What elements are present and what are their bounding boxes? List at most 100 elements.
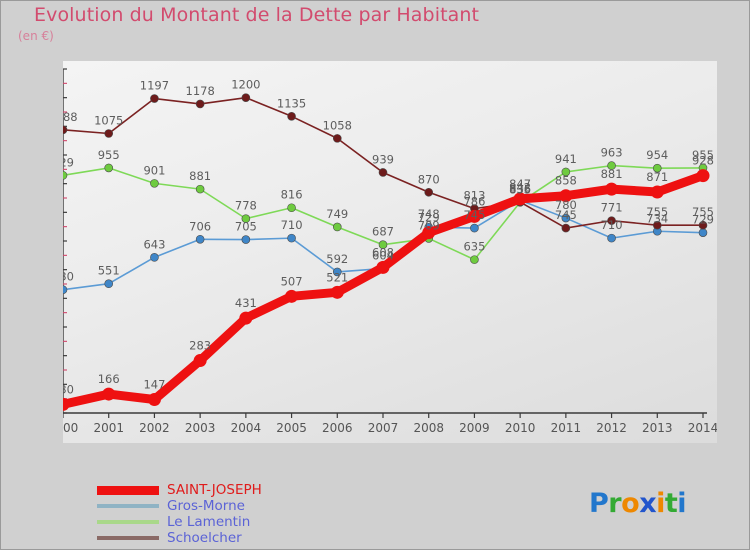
data-label: 955	[98, 148, 120, 162]
data-label: 1178	[186, 84, 215, 98]
data-point[interactable]	[104, 163, 114, 173]
data-label: 847	[509, 177, 531, 191]
data-label: 941	[555, 152, 577, 166]
legend-item[interactable]: Gros-Morne	[97, 498, 262, 514]
data-point[interactable]	[696, 169, 710, 183]
data-point[interactable]	[241, 93, 251, 102]
x-axis-label: 2009	[459, 421, 490, 435]
data-label: 521	[326, 270, 348, 284]
data-point[interactable]	[470, 223, 479, 233]
data-point[interactable]	[195, 99, 205, 109]
data-label: 1135	[277, 96, 306, 110]
legend-item[interactable]: Schoelcher	[97, 530, 262, 546]
data-point[interactable]	[63, 397, 70, 411]
data-label: 870	[418, 172, 440, 186]
chart-legend: SAINT-JOSEPH Gros-Morne Le Lamentin Schoelc…	[97, 482, 262, 546]
data-label: 729	[692, 213, 714, 227]
data-label: 635	[463, 240, 485, 254]
data-label: 842	[509, 180, 531, 194]
x-axis-label: 2005	[276, 421, 307, 435]
data-point[interactable]	[150, 94, 159, 103]
data-point[interactable]	[332, 222, 342, 232]
data-point[interactable]	[378, 168, 388, 177]
data-label: 816	[281, 188, 303, 202]
data-label: 710	[281, 218, 303, 232]
data-point[interactable]	[102, 387, 116, 401]
data-point[interactable]	[63, 125, 68, 135]
data-point[interactable]	[698, 228, 708, 237]
data-point[interactable]	[63, 171, 68, 180]
legend-label: Gros-Morne	[167, 498, 245, 514]
line-chart: 1002003004005006007008009001000110012001…	[63, 68, 717, 435]
data-point[interactable]	[561, 223, 571, 233]
data-point[interactable]	[607, 233, 616, 243]
series-labels: 929 955 901 881 778 816 749 687 709 635 835 941 963 9…	[63, 146, 714, 254]
legend-swatch	[97, 485, 159, 495]
data-point[interactable]	[104, 129, 114, 138]
data-point[interactable]	[285, 289, 299, 303]
data-label: 608	[372, 245, 394, 259]
legend-item[interactable]: SAINT-JOSEPH	[97, 482, 262, 498]
x-axis-label: 2011	[551, 421, 582, 435]
logo-letter: t	[664, 488, 678, 519]
data-point[interactable]	[241, 235, 251, 244]
data-point[interactable]	[559, 189, 573, 203]
data-point[interactable]	[376, 260, 390, 274]
data-point[interactable]	[287, 203, 296, 213]
data-label: 283	[189, 339, 211, 353]
data-point[interactable]	[150, 253, 159, 262]
data-point[interactable]	[193, 354, 207, 368]
data-point[interactable]	[652, 220, 662, 230]
data-point[interactable]	[150, 179, 159, 188]
data-point[interactable]	[195, 234, 205, 244]
logo-letter: i	[656, 488, 665, 519]
data-point[interactable]	[424, 187, 434, 197]
data-point[interactable]	[332, 267, 342, 277]
data-label: 1197	[140, 79, 169, 93]
data-label: 813	[463, 189, 485, 203]
data-point[interactable]	[467, 209, 481, 223]
legend-swatch	[97, 536, 159, 540]
data-label: 745	[463, 208, 485, 222]
data-label: 734	[646, 211, 668, 225]
data-point[interactable]	[332, 134, 342, 143]
data-point[interactable]	[330, 285, 344, 299]
data-point[interactable]	[652, 163, 662, 173]
logo-letter: o	[621, 488, 640, 519]
data-label: 771	[601, 201, 623, 215]
data-point[interactable]	[63, 285, 68, 295]
data-label: 755	[692, 205, 714, 219]
data-point[interactable]	[241, 214, 251, 223]
data-label: 963	[601, 146, 623, 160]
data-label: 705	[235, 220, 257, 234]
data-point[interactable]	[287, 111, 296, 121]
data-point[interactable]	[104, 279, 114, 289]
data-point[interactable]	[422, 226, 436, 240]
legend-item[interactable]: Le Lamentin	[97, 514, 262, 530]
data-point[interactable]	[607, 161, 616, 170]
x-axis-label: 2006	[322, 421, 353, 435]
data-label: 507	[281, 274, 303, 288]
data-label: 745	[555, 208, 577, 222]
data-point[interactable]	[378, 240, 388, 250]
data-label: 147	[143, 378, 165, 392]
data-point[interactable]	[470, 255, 479, 264]
data-point[interactable]	[513, 192, 527, 206]
data-point[interactable]	[607, 216, 616, 225]
data-label: 954	[646, 148, 668, 162]
data-point[interactable]	[605, 182, 619, 196]
data-point[interactable]	[287, 233, 296, 243]
data-label: 748	[418, 207, 440, 221]
data-label: 778	[235, 199, 257, 213]
data-label: 1058	[323, 118, 352, 132]
data-point[interactable]	[561, 167, 571, 177]
data-point[interactable]	[147, 393, 161, 407]
data-point[interactable]	[561, 213, 571, 223]
data-label: 709	[418, 218, 440, 232]
x-axis-label: 2003	[185, 421, 216, 435]
data-point[interactable]	[195, 184, 205, 194]
data-point[interactable]	[239, 311, 253, 325]
data-point[interactable]	[698, 220, 708, 230]
data-point[interactable]	[650, 185, 664, 199]
data-label: 755	[646, 205, 668, 219]
